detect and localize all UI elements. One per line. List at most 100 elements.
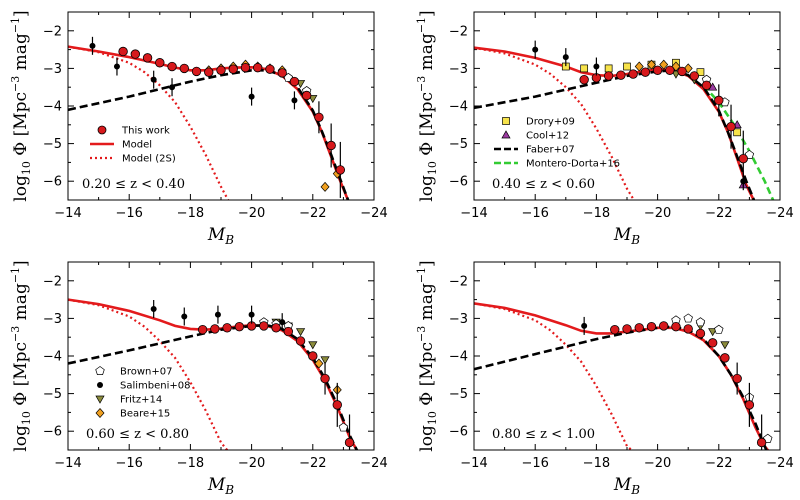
this-work-point [732,373,742,384]
black-point [248,93,255,100]
legend-marker [95,407,105,419]
y-label-sup2: −1 [9,17,22,33]
this-work-point [130,49,141,59]
this-work-point [726,121,736,132]
this-work-point [714,95,724,106]
y-tick-label: −4 [449,100,468,115]
y-tick-label: −3 [449,312,468,327]
y-label-main2: mag [11,283,31,326]
x-axis-label: MB [207,225,234,247]
this-work-point [689,71,700,81]
this-work-point [671,321,681,332]
brown-pentagon [695,317,706,327]
y-label-sub: 10 [20,411,33,425]
x-tick-label: −20 [238,206,265,221]
x-axis-label-sub: B [630,483,640,497]
x-tick-label: −24 [360,456,387,471]
x-tick-label: −18 [177,456,204,471]
y-tick-label: −2 [449,24,468,39]
legend: Drory+09 Cool+12 Faber+07 Montero-Dorta+16 [494,117,620,170]
x-tick-label: −16 [521,206,548,221]
y-axis-label: log10 Φ [Mpc−3 mag−1] [415,10,439,201]
this-work-point [622,324,632,334]
y-label-end: ] [417,10,437,17]
legend-marker [95,395,105,404]
this-work-point [616,70,626,80]
this-work-point [634,323,644,333]
this-work-point [234,321,245,332]
black-point [581,322,588,329]
drory-square [623,62,631,71]
x-tick-label: −16 [115,206,142,221]
this-work-point [167,61,177,72]
legend-label: Model [122,140,152,151]
y-label-sup: −3 [415,326,428,342]
legend-label: Salimbeni+08 [120,381,191,392]
y-label-sup2: −1 [415,17,428,33]
this-work-point [308,351,318,361]
this-work-point [314,112,324,122]
fritz-triangle [295,328,306,337]
y-tick-label: −4 [43,350,62,365]
x-axis-label-sub: B [224,483,234,497]
y-label-main: Φ [Mpc [11,342,31,411]
x-tick-label: −14 [54,456,81,471]
y-label-sub: 10 [426,161,439,175]
y-label-sub: 10 [426,411,439,425]
y-tick-label: −5 [43,387,62,402]
this-work-point [210,324,220,334]
beare-diamond [634,61,644,72]
beare-diamond [659,59,669,70]
y-label-sup: −3 [9,326,22,342]
x-tick-label: −24 [766,456,793,471]
y-label-main2: mag [11,33,31,76]
this-work-point [301,90,312,101]
fritz-triangle [308,341,318,350]
x-tick-label: −22 [299,456,326,471]
black-point [169,84,176,91]
axes-frame [473,11,781,201]
y-label-end: ] [11,10,31,17]
x-tick-label: −14 [460,456,487,471]
x-tick-label: −16 [521,456,548,471]
points [532,40,755,191]
panel-top-left: −14 −16 −18 −20 −22 −24 −2 −3 −4 −5 −6 MB log10 Φ [M… [9,10,388,247]
this-work-point [259,321,269,331]
panel-bottom-left: −14 −16 −18 −20 −22 −24 −2 −3 −4 −5 −6 MB log10 Φ [M… [9,260,388,497]
legend-label: Fritz+14 [120,395,162,406]
this-work-point [610,324,620,335]
y-tick-label: −5 [449,137,468,152]
this-work-point [707,338,718,348]
this-work-point [204,67,214,77]
black-point [150,305,157,312]
this-work-point [720,353,730,363]
y-tick-label: −6 [43,425,62,440]
this-work-point [118,46,128,57]
this-work-point [683,324,693,334]
this-work-point [652,65,663,75]
drory-square [580,64,589,73]
x-axis-label-sub: B [224,233,234,247]
curves [474,46,775,200]
x-axis-label: MB [613,475,640,497]
beare-diamond [314,358,324,369]
this-work-point [289,76,300,87]
legend-marker [97,125,107,135]
drory-square [733,128,742,137]
beare-diamond [320,181,330,192]
axes-frame [473,261,781,451]
black-point [291,97,298,104]
x-tick-label: −24 [360,206,387,221]
y-label-sup2: −1 [9,267,22,283]
legend-label: Drory+09 [526,117,575,128]
y-tick-label: −6 [449,175,468,190]
y-label-main: Φ [Mpc [11,92,31,161]
this-work-point [295,336,306,346]
y-label-main2: mag [417,33,437,76]
y-tick-label: −2 [449,274,468,289]
brown-pentagon [714,324,724,334]
x-tick-label: −18 [583,456,610,471]
model-curve [474,302,770,450]
y-tick-label: −4 [43,100,62,115]
